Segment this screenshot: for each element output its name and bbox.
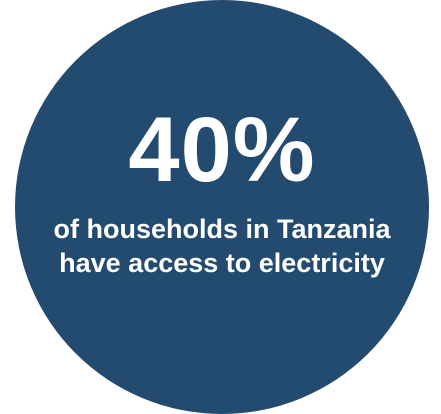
stat-value: 40% <box>128 99 316 201</box>
stat-circle: 40% of households in Tanzania have acces… <box>15 0 429 414</box>
stat-caption: of households in Tanzania have access to… <box>53 214 391 278</box>
